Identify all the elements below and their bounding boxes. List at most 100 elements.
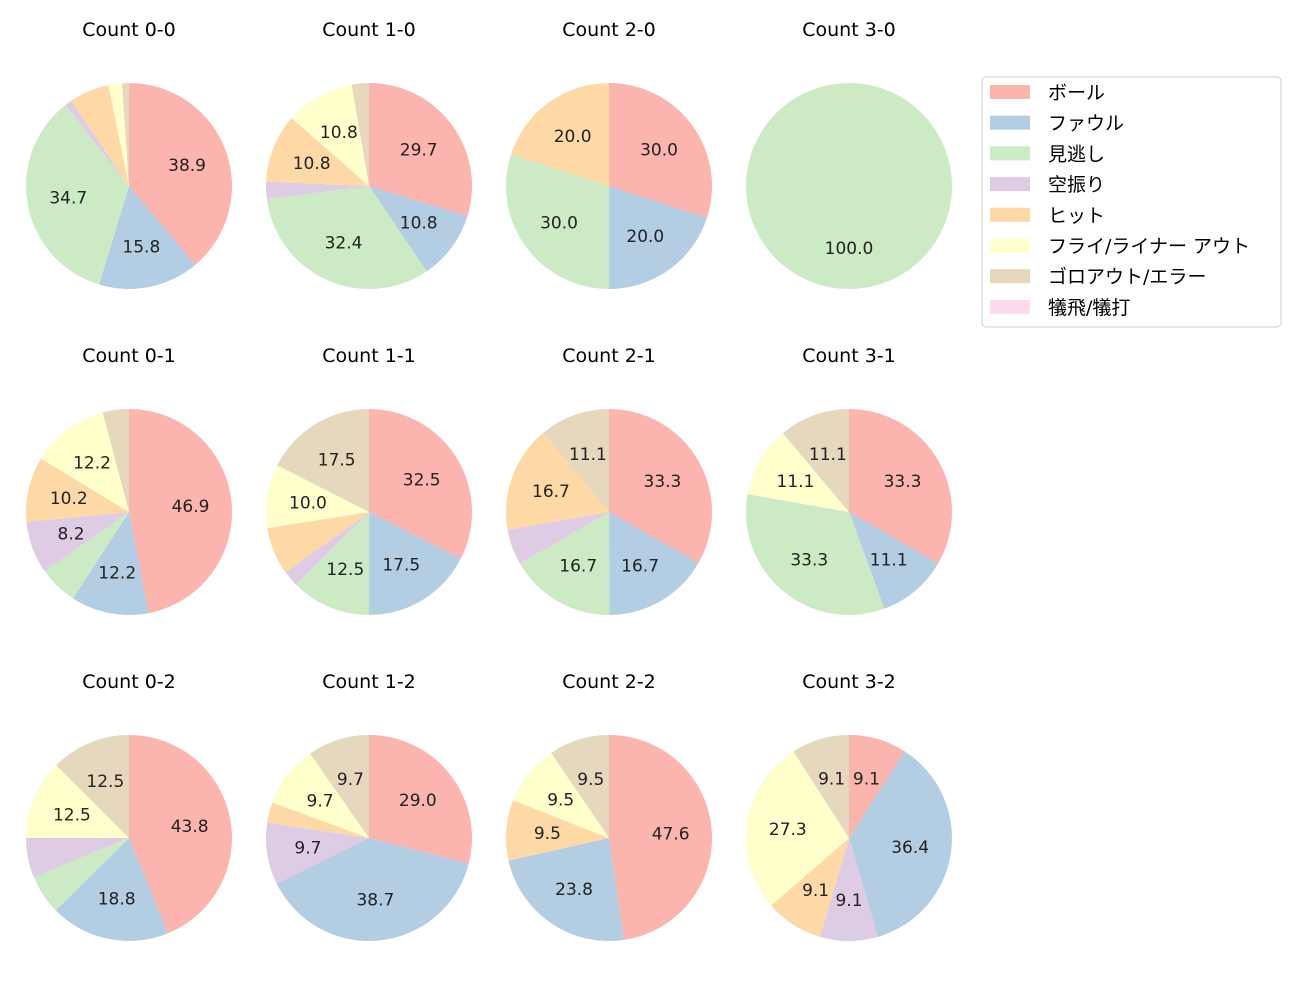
slice-label: 9.1 — [802, 881, 829, 901]
slice-label: 9.1 — [818, 770, 845, 790]
legend-swatch — [990, 85, 1030, 99]
legend-swatch — [990, 146, 1030, 161]
pie-slice-7 — [277, 409, 369, 512]
pie-slice-1 — [369, 735, 472, 864]
pie-slice-6 — [108, 83, 129, 186]
slice-label: 11.1 — [777, 472, 815, 492]
slice-label: 33.3 — [884, 472, 922, 492]
slice-label: 18.8 — [98, 890, 136, 910]
slice-label: 32.5 — [403, 471, 441, 491]
pie-slice-2 — [369, 186, 468, 272]
slice-label: 20.0 — [626, 227, 664, 247]
pie-count-0-0: Count 0-0 38.9 15.8 34.7 — [25, 19, 233, 290]
slice-label: 29.7 — [400, 140, 438, 160]
pie-slice-6 — [26, 765, 129, 838]
pie-title: Count 1-1 — [322, 345, 416, 367]
pie-slice-5 — [771, 838, 849, 937]
slice-label: 9.7 — [294, 838, 321, 858]
slice-label: 23.8 — [555, 880, 593, 900]
pie-slice-4 — [507, 512, 609, 564]
pie-slice-1 — [849, 735, 905, 838]
slice-label: 20.0 — [554, 127, 592, 147]
pie-count-2-2: Count 2-247.623.89.59.59.5 — [506, 671, 713, 942]
pie-title: Count 1-0 — [322, 19, 416, 41]
slice-label: 9.5 — [534, 824, 561, 844]
slice-label: 32.4 — [325, 233, 363, 253]
pie-title: Count 0-0 — [82, 19, 176, 41]
pie-slice-7 — [56, 735, 130, 838]
pie-slice-1 — [369, 409, 473, 559]
pie-slice-1 — [129, 83, 233, 265]
slice-label: 38.7 — [356, 890, 394, 910]
slice-label: 38.9 — [168, 156, 206, 176]
pie-slice-2 — [369, 512, 461, 615]
legend-swatch — [990, 177, 1030, 192]
pie-slice-6 — [747, 433, 849, 512]
pie-slice-3 — [506, 154, 609, 289]
pie-slice-1 — [369, 83, 472, 217]
pie-title: Count 2-1 — [562, 345, 656, 367]
slice-label: 11.1 — [809, 445, 847, 465]
legend-label: フライ/ライナー アウト — [1048, 236, 1250, 258]
pie-slice-2 — [508, 838, 625, 942]
pie-title: Count 2-0 — [562, 19, 656, 41]
pie-slice-1 — [609, 735, 713, 940]
pie-slice-3 — [746, 494, 885, 615]
pie-slice-4 — [266, 822, 369, 884]
legend-swatch — [990, 238, 1030, 253]
pie-count-1-1: Count 1-1 32.5 17.5 12.5 10.0 17.5 — [265, 345, 473, 615]
pie-slice-2 — [72, 512, 149, 616]
slice-label: 12.5 — [326, 560, 364, 580]
legend-swatch — [990, 269, 1030, 284]
legend-label: 空振り — [1048, 174, 1105, 196]
pie-slice-5 — [506, 433, 609, 530]
pie-slice-5 — [506, 800, 609, 861]
pie-slice-2 — [609, 512, 699, 615]
pie-slice-3 — [296, 512, 369, 615]
pie-slice-3 — [44, 512, 129, 599]
pie-count-1-0: Count 1-0 29.7 10.8 32.4 10.8 10.8 — [266, 19, 472, 289]
pie-slice-3 — [266, 186, 427, 289]
slice-label: 33.3 — [790, 550, 828, 570]
slice-label: 9.1 — [835, 891, 862, 911]
pie-count-2-1: Count 2-1 33.3 16.7 16.7 16.7 11.1 — [506, 345, 712, 615]
legend-box — [981, 76, 1282, 328]
pie-slice-5 — [25, 458, 129, 522]
slice-label: 12.2 — [98, 564, 136, 584]
legend-label: 見逃し — [1048, 143, 1105, 165]
legend-label: ゴロアウト/エラー — [1048, 266, 1206, 288]
pie-count-0-2: Count 0-2 43.8 18.8 12.5 12.5 — [26, 671, 233, 941]
slice-label: 15.8 — [122, 238, 160, 258]
slice-label: 9.5 — [577, 770, 604, 790]
pie-title: Count 2-2 — [562, 671, 656, 693]
pie-slice-7 — [542, 409, 609, 512]
pie-slice-2 — [276, 838, 469, 941]
pie-slice-2 — [849, 512, 939, 609]
pie-slice-3 — [519, 512, 610, 615]
slice-label: 17.5 — [318, 450, 356, 470]
slice-label: 16.7 — [559, 557, 597, 577]
pie-slice-2 — [849, 751, 952, 937]
pie-slice-7 — [310, 735, 369, 838]
pie-slice-5 — [511, 83, 609, 186]
pie-slice-5 — [267, 802, 369, 838]
slice-label: 30.0 — [640, 141, 678, 161]
slice-label: 16.7 — [621, 556, 659, 576]
pie-slice-1 — [609, 83, 712, 218]
slice-label: 9.5 — [547, 790, 574, 810]
pie-slice-4 — [285, 512, 369, 585]
pie-count-1-2: Count 1-229.038.79.79.79.7 — [266, 671, 472, 941]
slice-label: 10.8 — [293, 154, 331, 174]
slice-label: 27.3 — [769, 820, 807, 840]
slice-label: 8.2 — [58, 524, 85, 544]
pie-slice-2 — [609, 186, 707, 289]
pie-slice-5 — [267, 512, 369, 573]
pie-slice-2 — [99, 186, 196, 290]
slice-label: 10.2 — [50, 489, 88, 509]
legend-swatch — [990, 299, 1030, 314]
pie-slice-6 — [265, 465, 369, 529]
legend-label: ヒット — [1048, 205, 1105, 227]
pie-slice-6 — [272, 753, 369, 838]
